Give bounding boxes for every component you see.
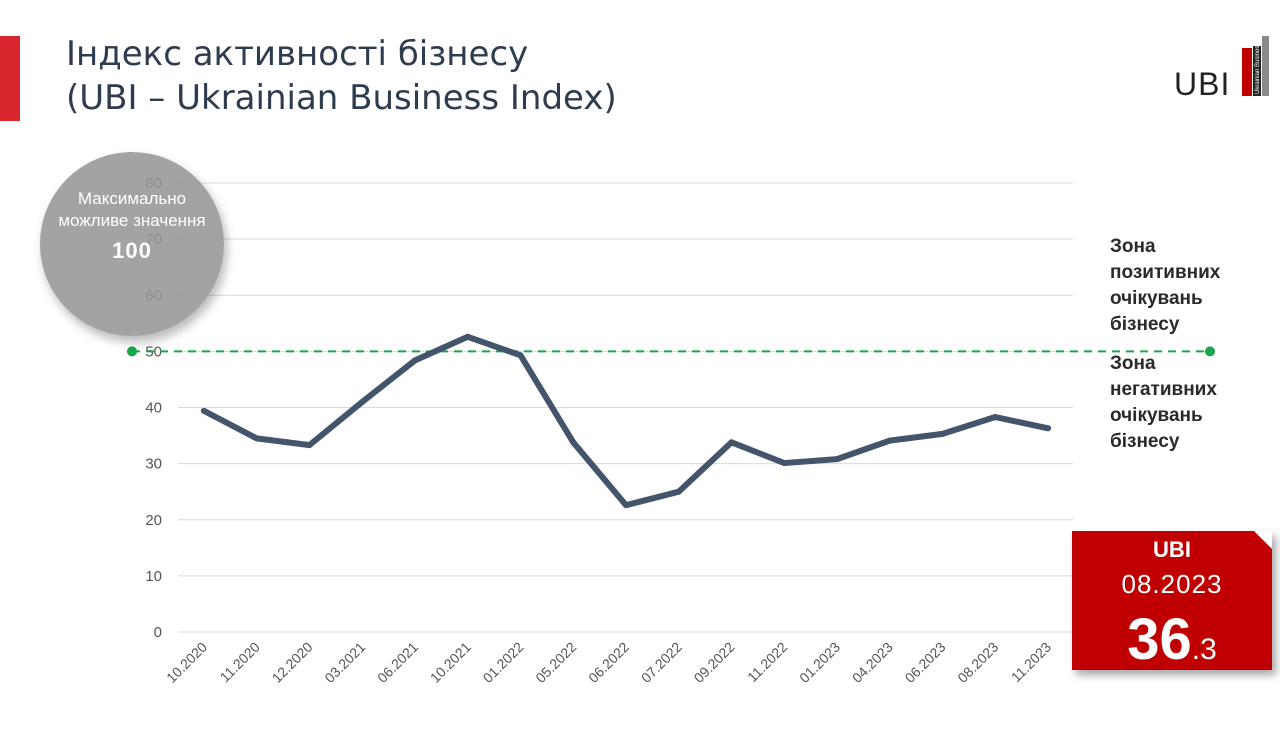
data-point <box>359 398 366 405</box>
x-tick-label: 06.2021 <box>374 639 421 686</box>
y-tick-label: 20 <box>145 512 162 529</box>
threshold-right-dot <box>1205 346 1215 357</box>
data-point <box>675 488 682 495</box>
data-point <box>201 407 207 414</box>
data-point <box>570 439 577 446</box>
y-tick-label: 30 <box>145 456 162 473</box>
x-tick-label: 08.2023 <box>954 639 1001 686</box>
ubi-box-date: 08.2023 <box>1121 569 1223 599</box>
y-tick-label: 10 <box>145 568 162 585</box>
latest-ubi-box: UBI 08.2023 36.3 <box>1072 531 1272 670</box>
x-tick-label: 11.2022 <box>744 639 791 686</box>
ubi-logo: UBI Ukrainian Business Index <box>1174 26 1274 102</box>
x-tick-label: 09.2022 <box>691 639 738 686</box>
negative-zone-label: Зона негативних очікувань бізнесу <box>1110 353 1217 452</box>
x-tick-label: 06.2023 <box>902 639 949 686</box>
x-tick-label: 10.2020 <box>163 639 210 686</box>
ubi-box-label: UBI <box>1153 537 1191 562</box>
y-tick-label: 40 <box>145 400 162 417</box>
logo-gray-bar <box>1262 36 1269 96</box>
data-point <box>306 442 313 449</box>
data-point <box>939 430 946 437</box>
threshold-left-dot <box>127 346 137 357</box>
max-value-label: Максимально можливе значення <box>58 189 206 230</box>
series-line <box>201 333 1051 509</box>
x-axis-ticks: 10.2020 11.2020 12.2020 03.2021 06.2021 10.20… <box>163 639 1054 686</box>
ubi-value-fraction: .3 <box>1191 633 1217 666</box>
x-tick-label: 03.2021 <box>321 639 368 686</box>
x-tick-label: 06.2022 <box>585 639 632 686</box>
box-corner-fold <box>1254 531 1272 549</box>
x-tick-label: 04.2023 <box>849 639 896 686</box>
data-point <box>886 437 893 444</box>
x-tick-label: 05.2022 <box>532 639 579 686</box>
x-tick-label: 11.2020 <box>217 639 264 686</box>
data-point <box>834 456 840 463</box>
threshold-line <box>127 346 1215 357</box>
x-tick-label: 12.2020 <box>269 639 316 686</box>
data-point <box>412 357 418 364</box>
title-line-1: Індекс активності бізнесу <box>66 34 529 74</box>
series-group <box>201 333 1051 509</box>
x-tick-label: 11.2023 <box>1008 639 1055 686</box>
data-point <box>464 333 471 340</box>
data-point <box>1045 425 1051 432</box>
ubi-value-integer: 36 <box>1127 607 1192 672</box>
accent-bar <box>0 36 20 121</box>
data-point <box>623 502 629 509</box>
data-point <box>728 439 735 446</box>
title-line-2: (UBI – Ukrainian Business Index) <box>66 78 617 118</box>
x-tick-label: 01.2023 <box>796 639 843 686</box>
data-point <box>781 460 788 467</box>
grid-lines <box>178 182 1073 633</box>
data-point <box>517 352 524 359</box>
x-tick-label: 01.2022 <box>480 639 527 686</box>
logo-text: UBI <box>1174 66 1231 102</box>
data-point <box>992 414 999 421</box>
x-tick-label: 10.2021 <box>427 639 474 686</box>
y-tick-label: 0 <box>154 624 162 641</box>
positive-zone-label: Зона позитивних очікувань бізнесу <box>1110 236 1221 335</box>
data-point <box>253 435 260 442</box>
page-title: Індекс активності бізнесу (UBI – Ukraini… <box>66 32 617 120</box>
ubi-box-value: 36.3 <box>1072 611 1272 669</box>
max-value-callout: Максимально можливе значення 100 <box>40 152 224 336</box>
logo-red-bar <box>1242 48 1252 96</box>
x-tick-label: 07.2022 <box>638 639 685 686</box>
logo-black-bar <box>1253 46 1261 96</box>
max-value-number: 100 <box>112 238 152 263</box>
